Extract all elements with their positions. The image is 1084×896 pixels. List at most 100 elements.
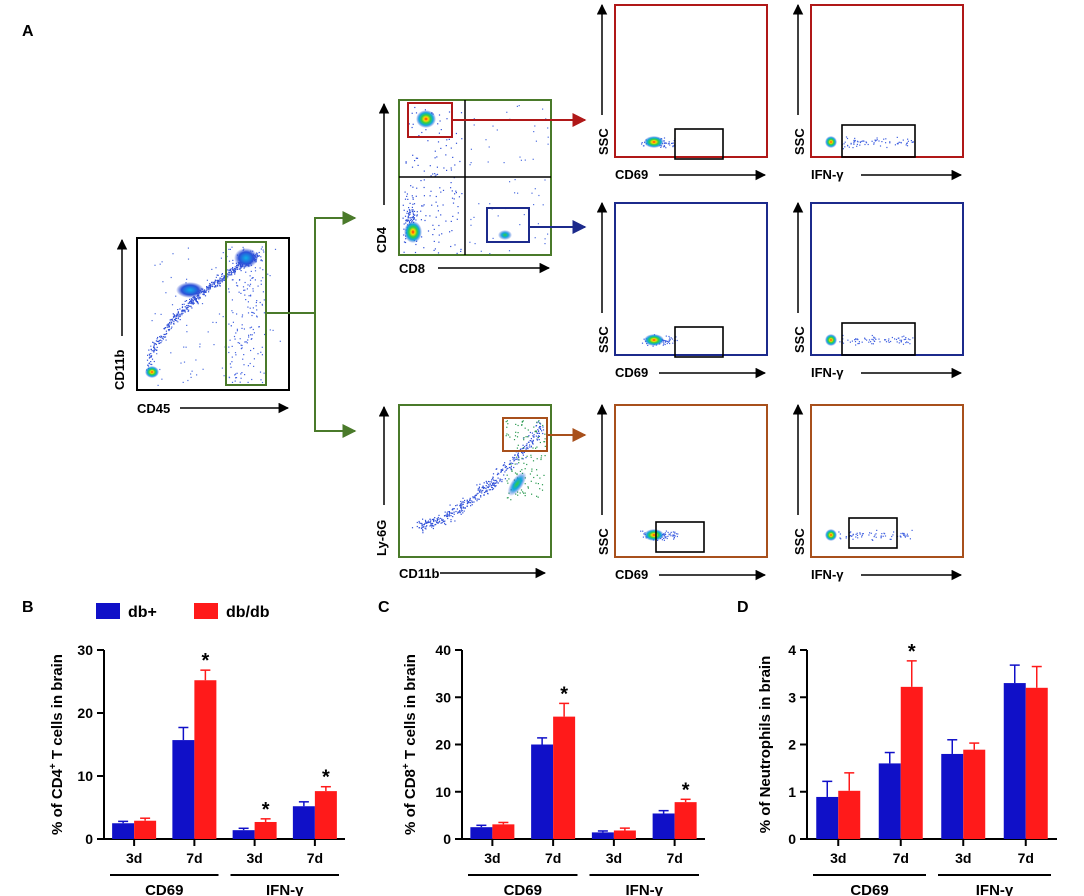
event-dot bbox=[162, 336, 164, 338]
event-dot bbox=[242, 286, 245, 288]
event-dot bbox=[213, 283, 215, 285]
event-dot bbox=[168, 326, 170, 328]
event-dot bbox=[898, 141, 900, 143]
event-dot bbox=[537, 437, 539, 439]
event-dot bbox=[481, 492, 483, 494]
event-dot bbox=[240, 373, 242, 375]
event-dot bbox=[856, 145, 858, 147]
event-dot bbox=[176, 314, 178, 316]
lymph-plot: CD4 CD8 bbox=[374, 99, 552, 276]
event-dot bbox=[483, 491, 486, 494]
event-dot bbox=[237, 285, 239, 287]
event-dot bbox=[148, 357, 150, 359]
event-dot bbox=[208, 289, 210, 291]
event-dot bbox=[531, 468, 533, 470]
event-dot bbox=[231, 345, 233, 347]
event-dot bbox=[215, 276, 217, 278]
event-dot bbox=[542, 108, 544, 110]
event-dot bbox=[464, 499, 466, 502]
event-dot bbox=[452, 512, 454, 514]
event-dot bbox=[490, 481, 493, 483]
event-dot bbox=[189, 305, 191, 307]
bar-db-plus bbox=[112, 823, 135, 839]
event-dot bbox=[491, 479, 493, 481]
event-dot bbox=[429, 215, 431, 217]
event-dot bbox=[665, 534, 667, 536]
event-dot bbox=[514, 459, 516, 461]
event-dot bbox=[668, 339, 670, 341]
y-tick-label: 30 bbox=[435, 689, 451, 705]
event-dot bbox=[193, 297, 195, 299]
event-dot bbox=[446, 513, 448, 515]
event-dot bbox=[538, 420, 540, 422]
event-dot bbox=[506, 420, 508, 422]
event-dot bbox=[838, 531, 840, 533]
event-dot bbox=[845, 536, 847, 538]
event-dot bbox=[547, 127, 549, 129]
event-dot bbox=[166, 326, 168, 328]
event-dot bbox=[523, 492, 525, 494]
event-dot bbox=[450, 245, 452, 248]
event-dot bbox=[888, 341, 890, 343]
event-dot bbox=[463, 501, 465, 503]
event-dot bbox=[530, 445, 532, 447]
event-dot bbox=[516, 458, 518, 460]
event-dot bbox=[208, 288, 210, 290]
cd45-plot-cluster bbox=[176, 282, 204, 298]
event-dot bbox=[429, 165, 431, 167]
group-label: IFN-γ bbox=[626, 882, 664, 896]
event-dot bbox=[185, 307, 187, 309]
event-dot bbox=[536, 458, 538, 460]
event-dot bbox=[878, 338, 880, 340]
x-tick-label: 3d bbox=[830, 850, 846, 866]
event-dot bbox=[195, 300, 198, 302]
event-dot bbox=[162, 338, 164, 340]
event-dot bbox=[526, 443, 528, 445]
event-dot bbox=[533, 476, 535, 479]
event-dot bbox=[519, 224, 521, 226]
event-dot bbox=[412, 217, 415, 219]
event-dot bbox=[430, 522, 432, 524]
event-dot bbox=[526, 447, 528, 449]
event-dot bbox=[850, 142, 852, 144]
event-dot bbox=[411, 195, 413, 197]
lymph-plot-x-label: CD8 bbox=[399, 261, 425, 276]
event-dot bbox=[146, 359, 149, 361]
event-dot bbox=[186, 308, 188, 310]
significance-star: * bbox=[682, 779, 690, 801]
event-dot bbox=[423, 204, 425, 206]
event-dot bbox=[425, 521, 427, 523]
event-dot bbox=[407, 215, 409, 217]
event-dot bbox=[263, 372, 265, 374]
event-dot bbox=[515, 458, 517, 460]
event-dot bbox=[494, 485, 496, 487]
event-dot bbox=[441, 522, 443, 524]
event-dot bbox=[859, 144, 861, 146]
panel-d-letter: D bbox=[737, 599, 749, 616]
event-dot bbox=[859, 532, 861, 534]
x-tick-label: 3d bbox=[955, 850, 971, 866]
event-dot bbox=[909, 343, 911, 345]
event-dot bbox=[492, 476, 494, 478]
event-dot bbox=[435, 520, 437, 522]
bar-db-plus bbox=[941, 753, 964, 839]
event-dot bbox=[406, 220, 408, 222]
event-dot bbox=[199, 346, 201, 348]
cd45-plot-hotspot bbox=[145, 366, 159, 378]
event-dot bbox=[234, 270, 236, 273]
event-dot bbox=[259, 371, 262, 373]
event-dot bbox=[427, 140, 429, 142]
event-dot bbox=[530, 480, 532, 482]
event-dot bbox=[160, 342, 162, 344]
event-dot bbox=[477, 489, 479, 491]
event-dot bbox=[228, 271, 230, 273]
event-dot bbox=[228, 351, 230, 354]
event-dot bbox=[497, 472, 499, 474]
event-dot bbox=[217, 285, 219, 287]
event-dot bbox=[481, 487, 483, 489]
event-dot bbox=[518, 456, 520, 458]
event-dot bbox=[504, 466, 506, 469]
